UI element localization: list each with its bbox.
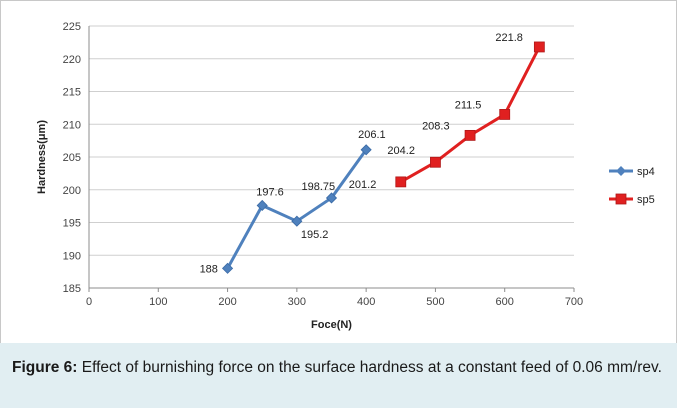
data-label-sp4: 195.2 <box>301 229 329 241</box>
data-point-sp4 <box>291 215 303 227</box>
data-point-sp4 <box>325 192 338 204</box>
x-tick-label: 200 <box>218 296 236 308</box>
data-label-sp5: 204.2 <box>387 145 415 157</box>
x-tick-label: 100 <box>149 296 167 308</box>
y-tick-label: 195 <box>63 218 81 230</box>
figure-caption: Figure 6: Effect of burnishing force on … <box>12 357 672 379</box>
legend-marker-sp5 <box>615 193 627 205</box>
data-point-sp5 <box>499 109 511 120</box>
data-label-sp4: 188 <box>200 263 218 275</box>
x-tick-label: 400 <box>357 296 375 308</box>
data-point-sp5 <box>395 176 407 188</box>
data-labels: 188 197.6 195.2 198.75 206.1 201.2 204.2 208.3 2… <box>200 32 523 275</box>
data-label-sp4: 206.1 <box>358 129 386 141</box>
x-tick-label: 300 <box>288 296 306 308</box>
y-tick-label: 200 <box>63 185 81 197</box>
data-point-sp5 <box>533 41 545 53</box>
y-tick-label: 205 <box>63 152 81 164</box>
grid-lines <box>89 25 574 289</box>
legend-label-sp4: sp4 <box>637 166 655 178</box>
y-tick-label: 225 <box>63 21 81 33</box>
series-line-sp5 <box>400 46 541 184</box>
x-axis-title: Foce(N) <box>311 319 352 331</box>
data-label-sp5: 221.8 <box>495 32 523 44</box>
data-point-sp5 <box>430 156 441 168</box>
caption-prefix: Figure 6: <box>12 359 78 376</box>
axes: 185 190 195 200 205 210 215 220 225 0 100 200 300 400… <box>63 21 584 308</box>
x-tick-label: 500 <box>426 296 444 308</box>
figure-caption-box: Figure 6: Effect of burnishing force on … <box>0 343 677 408</box>
data-point-sp5 <box>464 129 476 141</box>
y-axis-title: Hardness(μm) <box>36 120 48 194</box>
data-point-sp4 <box>256 199 268 212</box>
caption-text: Effect of burnishing force on the surfac… <box>77 359 662 376</box>
data-point-sp4 <box>222 262 234 274</box>
data-point-sp4 <box>360 144 372 156</box>
data-label-sp5: 208.3 <box>422 120 450 132</box>
chart-frame: 185 190 195 200 205 210 215 220 225 0 100 200 300 400… <box>0 0 677 345</box>
data-label-sp4: 197.6 <box>256 186 284 198</box>
y-tick-label: 190 <box>63 250 81 262</box>
legend-marker-sp4 <box>616 166 626 176</box>
y-tick-label: 215 <box>63 87 81 99</box>
hardness-line-chart: 185 190 195 200 205 210 215 220 225 0 100 200 300 400… <box>36 21 655 331</box>
series-line-sp4 <box>226 148 368 270</box>
data-label-sp5: 211.5 <box>455 99 482 111</box>
x-tick-label: 0 <box>86 296 92 308</box>
data-label-sp4: 198.75 <box>302 181 336 193</box>
x-tick-label: 700 <box>565 296 583 308</box>
x-tick-label: 600 <box>496 296 514 308</box>
y-tick-label: 220 <box>63 54 81 66</box>
legend: sp4 sp5 <box>609 166 655 206</box>
y-tick-label: 210 <box>63 119 81 131</box>
legend-label-sp5: sp5 <box>637 194 655 206</box>
data-label-sp5: 201.2 <box>349 179 377 191</box>
series <box>222 41 545 274</box>
y-tick-label: 185 <box>63 283 81 295</box>
